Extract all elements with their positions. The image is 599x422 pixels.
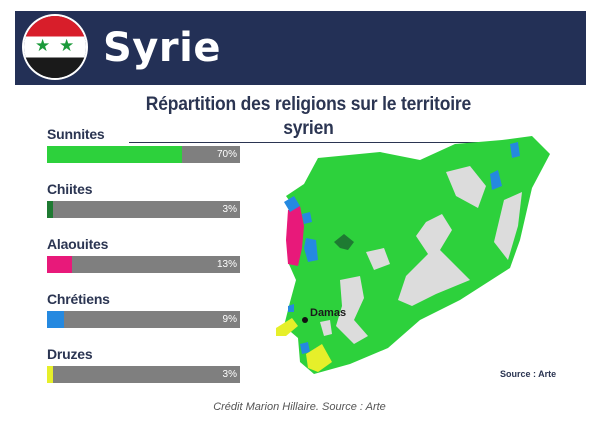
bar-track: 9% — [47, 311, 240, 328]
flag-star-icon: ★ — [35, 36, 51, 56]
map-area-christian — [510, 142, 520, 158]
map-territory-sunni — [284, 136, 550, 374]
bar-chrtiens — [47, 311, 65, 328]
chart-title: Répartition des religions sur le territo… — [129, 93, 488, 143]
bar-track: 3% — [47, 366, 240, 383]
map-area-uninhabited — [366, 248, 390, 270]
bar-value-label: 13% — [216, 259, 237, 270]
category-label: Chiites — [47, 181, 93, 197]
map-area-uninhabited — [320, 320, 332, 336]
map-area-druze — [306, 344, 332, 372]
map-area-christian — [302, 212, 312, 224]
map-area-christian — [288, 304, 294, 312]
map-area-druze — [276, 318, 298, 336]
category-label: Sunnites — [47, 126, 105, 142]
bar-value-label: 70% — [216, 149, 237, 160]
bar-track: 3% — [47, 201, 240, 218]
category-label: Druzes — [47, 346, 93, 362]
map-area-christian — [284, 196, 300, 212]
map-area-uninhabited — [398, 214, 470, 306]
bar-value-label: 3% — [222, 369, 237, 380]
map-area-alawite — [286, 206, 304, 266]
map-area-uninhabited — [336, 276, 368, 344]
flag-star-icon: ★ — [59, 36, 75, 56]
map-area-uninhabited — [494, 192, 522, 260]
category-label: Alaouites — [47, 236, 109, 252]
syria-religion-map: Damas — [276, 136, 550, 374]
bar-track: 70% — [47, 146, 240, 163]
header-banner: ★ ★ Syrie — [15, 11, 586, 85]
bar-druzes — [47, 366, 53, 383]
page-title: Syrie — [103, 25, 221, 71]
map-area-christian — [304, 238, 318, 262]
bar-chiites — [47, 201, 53, 218]
bar-alaouites — [47, 256, 73, 273]
map-area-shia — [334, 234, 354, 250]
category-label: Chrétiens — [47, 291, 110, 307]
map-area-christian — [490, 170, 502, 190]
map-area-uninhabited — [446, 166, 486, 208]
damascus-label: Damas — [310, 307, 346, 319]
map-area-christian — [300, 342, 310, 354]
bar-value-label: 3% — [222, 204, 237, 215]
map-source-label: Source : Arte — [500, 369, 557, 379]
bar-sunnites — [47, 146, 183, 163]
bar-track: 13% — [47, 256, 240, 273]
image-credit: Crédit Marion Hillaire. Source : Arte — [213, 401, 386, 413]
syria-flag-icon: ★ ★ — [24, 16, 86, 78]
bar-value-label: 9% — [222, 314, 237, 325]
damascus-marker — [302, 317, 308, 323]
